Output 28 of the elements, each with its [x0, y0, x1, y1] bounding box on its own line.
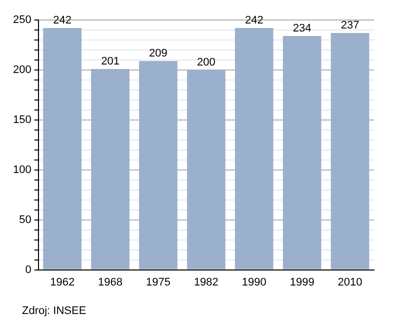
data-label: 234	[292, 22, 312, 35]
y-tick-label: 50	[19, 214, 32, 226]
x-tick-label: 1968	[98, 276, 123, 288]
data-label: 242	[244, 14, 264, 27]
data-label: 200	[196, 56, 216, 68]
data-label: 209	[149, 48, 168, 60]
y-tick-label: 250	[12, 14, 32, 26]
x-tick-label: 2010	[338, 276, 362, 288]
y-tick-label: 150	[12, 114, 32, 126]
x-tick-label: 1982	[194, 276, 218, 288]
x-tick-label: 1990	[242, 276, 266, 288]
data-label: 237	[340, 20, 360, 32]
bar	[330, 32, 370, 270]
bar	[186, 70, 226, 270]
x-tick-label: 1962	[50, 276, 75, 288]
x-tick-label: 1975	[146, 276, 170, 288]
bar	[43, 28, 82, 270]
bar	[91, 68, 130, 270]
bar	[282, 36, 322, 270]
y-tick-label: 100	[12, 164, 32, 176]
y-tick-label: 0	[25, 264, 32, 276]
x-tick-label: 1999	[290, 276, 314, 288]
data-label: 242	[53, 14, 72, 27]
y-tick-label: 200	[12, 64, 32, 76]
bar	[139, 60, 178, 270]
bar	[234, 28, 274, 270]
text: Zdroj: INSEE	[22, 305, 86, 317]
data-label: 201	[101, 55, 120, 68]
